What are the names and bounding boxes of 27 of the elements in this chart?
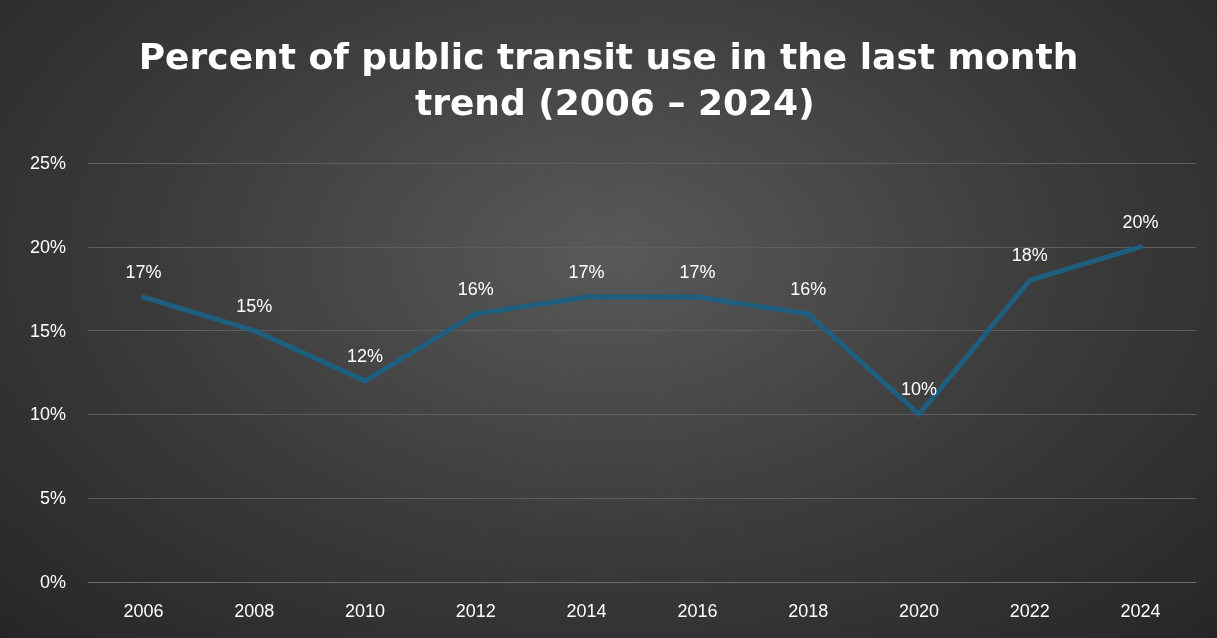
y-tick-label: 5% [39, 488, 66, 509]
data-label: 15% [236, 295, 273, 316]
x-tick-label: 2006 [123, 601, 164, 621]
x-tick-label: 2012 [455, 601, 496, 621]
y-tick-label: 10% [29, 404, 66, 425]
data-label: 16% [457, 278, 494, 299]
data-label: 12% [346, 345, 384, 366]
data-label: 17% [125, 262, 162, 283]
y-tick-label: 20% [29, 236, 66, 257]
y-tick-label: 25% [29, 153, 66, 173]
x-tick-label: 2010 [344, 601, 386, 621]
data-label: 17% [568, 262, 605, 283]
data-label: 17% [679, 262, 716, 283]
y-tick-label: 15% [29, 320, 66, 341]
x-tick-label: 2024 [1120, 601, 1161, 621]
y-tick-label: 0% [39, 572, 66, 592]
x-tick-label: 2014 [566, 601, 607, 621]
chart-title: Percent of public transit use in the last month trend (2006 – 2024) [138, 35, 1079, 123]
x-tick-label: 2022 [1009, 601, 1050, 621]
data-label: 18% [1011, 245, 1048, 266]
x-tick-label: 2020 [898, 601, 940, 621]
data-label: 20% [1122, 211, 1159, 232]
x-tick-label: 2008 [234, 601, 275, 621]
x-tick-label: 2018 [788, 601, 829, 621]
data-label: 10% [900, 379, 938, 400]
x-tick-label: 2016 [677, 601, 718, 621]
data-label: 16% [790, 278, 827, 299]
